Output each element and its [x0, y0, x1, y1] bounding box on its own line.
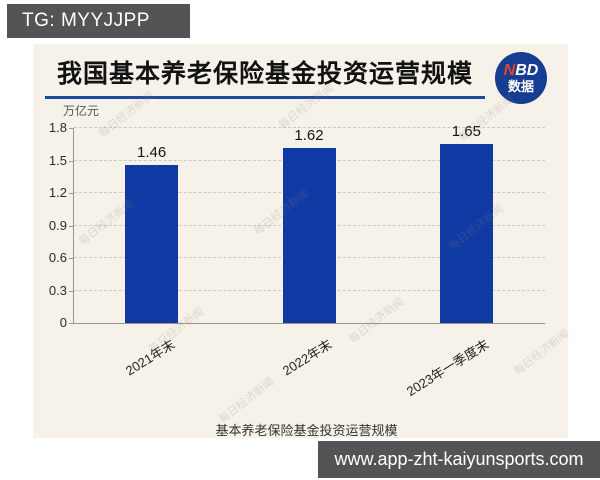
- y-axis-tick: [69, 323, 73, 324]
- bar-value-label: 1.65: [451, 123, 481, 141]
- y-axis-tick-label: 0.3: [48, 282, 67, 298]
- tg-badge: TG: MYYJJPP: [7, 4, 190, 38]
- x-axis-label: 2023年一季度末: [404, 336, 492, 400]
- y-axis-tick-label: 0.9: [48, 217, 67, 233]
- y-axis-tick: [69, 160, 73, 162]
- y-axis-unit-label: 万亿元: [63, 104, 100, 118]
- bar-value-label: 1.46: [137, 143, 167, 161]
- legend-label: 基本养老保险基金投资运营规模: [215, 423, 398, 438]
- nbd-data-logo-icon: NBD 数据: [495, 52, 547, 104]
- y-axis-tick: [69, 193, 73, 194]
- logo-letter-n: N: [503, 62, 516, 79]
- y-axis-tick-label: 1.2: [48, 185, 67, 200]
- y-axis-tick: [69, 128, 73, 129]
- bar-2022年末: [282, 147, 336, 323]
- logo-nbd-text: NBD: [504, 62, 539, 79]
- logo-subtitle: 数据: [507, 79, 534, 94]
- y-axis-tick: [69, 290, 73, 292]
- y-axis-tick-label: 0: [59, 315, 67, 330]
- y-axis-tick-label: 1.8: [48, 120, 67, 135]
- bar-value-label: 1.62: [294, 126, 324, 144]
- chart-legend: 基本养老保险基金投资运营规模: [33, 420, 568, 439]
- y-axis-line: [73, 128, 74, 323]
- chart-title: 我国基本养老保险基金投资运营规模: [45, 54, 485, 99]
- bar-2021年末: [125, 164, 179, 323]
- background-watermark: 每日经济新闻: [511, 327, 572, 378]
- y-axis-tick: [69, 225, 73, 227]
- background-watermark: 每日经济新闻: [346, 295, 407, 346]
- x-axis-label: 2022年末: [280, 336, 335, 379]
- y-axis-tick-label: 1.5: [48, 152, 67, 168]
- legend-marker-icon: [405, 424, 416, 435]
- bar-2023年一季度末: [439, 144, 493, 323]
- gridline: [74, 127, 545, 128]
- y-axis-tick-label: 0.6: [48, 250, 67, 265]
- watermark-url-bar: www.app-zht-kaiyunsports.com: [318, 441, 600, 478]
- x-axis-baseline: [73, 323, 545, 324]
- background-watermark: 每日经济新闻: [216, 375, 277, 426]
- chart-card: 我国基本养老保险基金投资运营规模 NBD 数据 万亿元 基本养老保险基金投资运营…: [33, 44, 571, 439]
- y-axis-tick: [69, 258, 73, 259]
- logo-letters-bd: BD: [515, 62, 539, 79]
